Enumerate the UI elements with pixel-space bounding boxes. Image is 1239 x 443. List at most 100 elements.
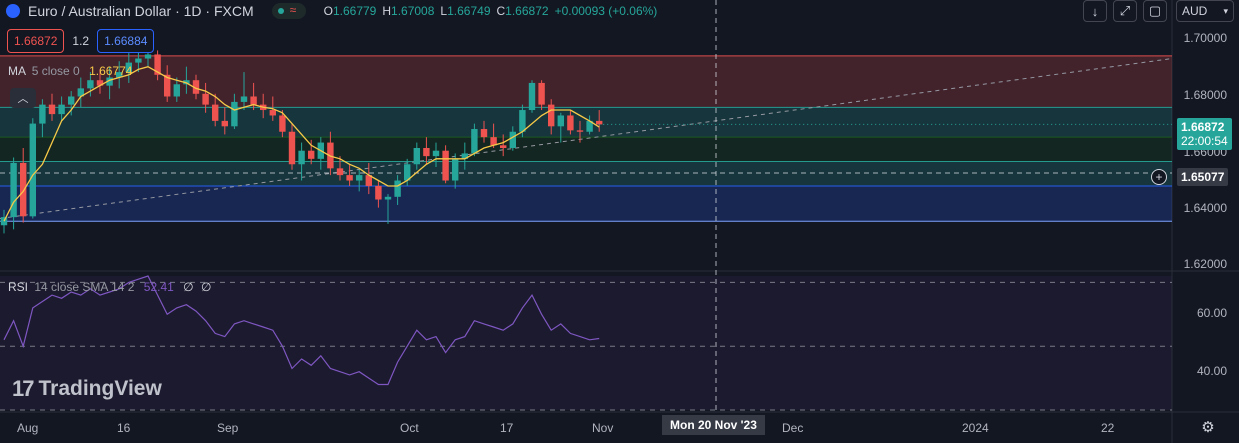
current-price-tag: 1.66872 22:00:54 [1177,118,1232,150]
price-axis-label: 1.68000 [1183,88,1227,102]
candle [125,62,132,73]
chart-header: Euro / Australian Dollar · 1D · FXCM ≈ O… [6,0,657,22]
candle [548,104,555,127]
rsi-extra-2: ∅ [200,280,212,294]
candle [250,96,257,105]
rsi-legend[interactable]: RSI 14 close SMA 14 2 52.41 ∅ ∅ [8,280,211,294]
rsi-extra-1: ∅ [183,280,194,294]
order-panel: 1.66872 1.2 1.66884 [7,29,155,53]
candle [39,104,46,124]
settings-button[interactable]: ⚙ [1199,418,1217,436]
candle [106,77,113,86]
candle [346,175,353,181]
rsi-axis-label: 40.00 [1196,364,1227,378]
price-zone [0,137,1172,162]
candle [442,150,449,181]
market-status-icon[interactable]: ≈ [271,3,306,19]
candle [471,129,478,154]
candle [58,104,65,115]
low-value: 1.66749 [447,4,491,18]
candle [68,96,75,105]
sell-button[interactable]: 1.66872 [7,29,65,53]
candle [413,148,420,165]
candle [596,120,603,125]
time-axis-label: Oct [400,421,419,435]
candle [288,131,296,165]
crosshair-price-tag: 1.65077 [1177,168,1229,186]
price-zone [0,55,1172,108]
time-axis-label: 16 [117,421,131,435]
tradingview-logo-icon: 17 [12,376,35,401]
close-value: 1.66872 [505,4,549,18]
watermark-text: TradingView [38,377,162,400]
rsi-label: RSI [8,280,29,294]
time-axis-label: 17 [500,421,514,435]
candle [20,162,27,217]
expand-icon: ⤢ [1119,3,1131,18]
down-arrow-icon: ↓ [1091,3,1099,19]
candle [308,150,315,159]
candle [394,180,401,197]
spread-value: 1.2 [72,34,90,48]
candle [432,150,440,157]
ma-params: 5 close 0 [31,64,80,78]
candle [87,80,94,89]
screenshot-icon: ▢ [1148,3,1162,18]
candle [192,80,200,94]
candle [298,150,305,165]
time-axis-label: 22 [1101,421,1115,435]
ma-label: MA [8,64,26,78]
add-alert-button[interactable]: + [1151,169,1167,185]
ma-value: 1.66774 [89,64,133,78]
candle [116,72,123,78]
candle [567,115,574,131]
candle [356,175,363,181]
candle [509,131,516,148]
price-zone [0,185,1172,222]
candle [404,164,411,181]
candle [154,54,161,75]
candle [221,120,228,127]
plus-icon: + [1155,170,1163,184]
currency-selector[interactable]: AUD ▾ [1176,0,1234,22]
time-axis-label: Aug [17,421,39,435]
candle [500,145,507,148]
screenshot-button[interactable]: ▢ [1143,0,1167,22]
close-label: C [496,4,506,18]
price-axis-label: 1.64000 [1183,201,1227,215]
candle [48,104,56,115]
candle [10,162,17,218]
candle [384,196,392,200]
candle [375,185,382,200]
candle [576,130,584,132]
rsi-value: 52.41 [143,280,174,294]
candle [212,104,219,121]
down-arrow-button[interactable]: ↓ [1083,0,1107,22]
candle [231,101,238,127]
collapse-legend-button[interactable]: ︿ [10,88,36,108]
candle [490,137,497,146]
bar-countdown: 22:00:54 [1181,134,1228,148]
buy-button[interactable]: 1.66884 [97,29,155,53]
expand-button[interactable]: ⤢ [1113,0,1137,22]
price-zone [0,161,1172,186]
open-value: 1.66779 [332,4,377,18]
candle [173,84,180,97]
candle [480,129,488,138]
candle [557,115,564,127]
open-label: O [323,4,333,18]
symbol-title[interactable]: Euro / Australian Dollar · 1D · FXCM [28,3,254,19]
price-axis-label: 1.62000 [1183,257,1227,271]
candle [269,110,276,116]
ma-legend[interactable]: MA 5 close 0 1.66774 [8,64,132,78]
candle [365,175,372,186]
change-value: +0.00093 (+0.06%) [554,4,658,18]
candle [135,58,142,63]
candle [164,74,171,97]
high-label: H [382,4,392,18]
candle [144,54,152,59]
time-axis-label: 2024 [962,421,989,435]
candle [29,123,36,217]
ohlc-values: O1.66779 H1.67008 L1.66749 C1.66872 +0.0… [324,4,658,18]
